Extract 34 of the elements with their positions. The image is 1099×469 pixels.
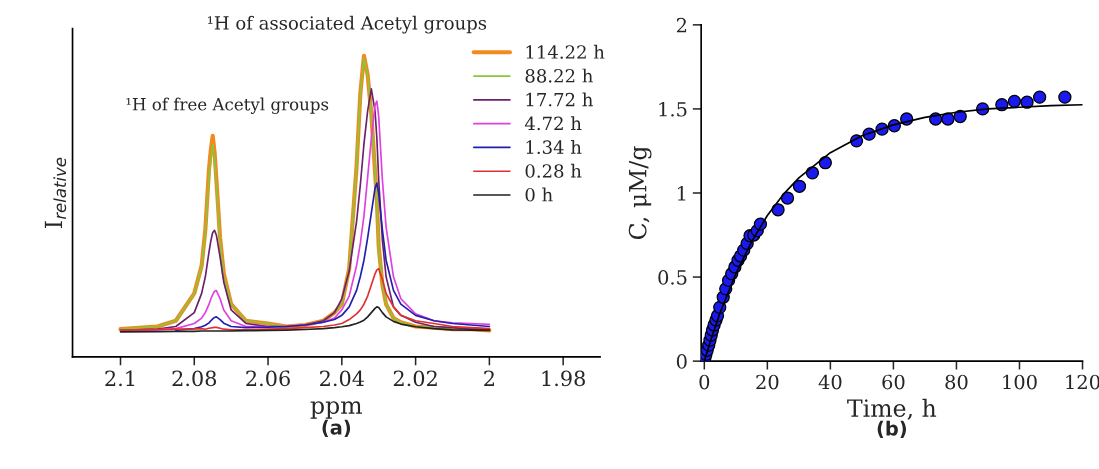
legend-label: 1.34 h — [526, 140, 582, 155]
x-tick-label: 20 — [756, 374, 779, 390]
legend-label: 4.72 h — [524, 116, 582, 131]
x-tick-label: 2.08 — [172, 370, 217, 387]
x-tick-label: 2 — [484, 370, 494, 386]
x-tick-label: 80 — [945, 374, 968, 390]
legend-label: 114.22 h — [526, 44, 605, 59]
y-tick-label: 0.5 — [658, 270, 687, 285]
x-tick-label: 2.04 — [320, 370, 364, 387]
x-tick-label: 40 — [818, 374, 842, 390]
legend-label: 0 h — [525, 187, 553, 202]
legend-label: 17.72 h — [526, 92, 593, 107]
y-tick-label: 1 — [677, 185, 686, 201]
annotation: ¹H of free Acetyl groups — [126, 97, 329, 114]
text: (a) — [322, 419, 351, 438]
y-tick-label: 1.5 — [659, 101, 687, 117]
x-tick-label: 2.06 — [246, 370, 290, 387]
x-tick-label: 60 — [882, 374, 905, 390]
text: ¹H of associated Acetyl groups — [207, 15, 487, 34]
legend-label: 0.28 h — [525, 163, 582, 178]
y-tick-label: 0 — [676, 354, 687, 369]
legend-label: 88.22 h — [525, 68, 593, 83]
x-tick-label: 0 — [699, 374, 710, 390]
x-tick-label: 2.1 — [105, 370, 135, 387]
text: (b) — [877, 420, 907, 438]
y-axis-title: I$_{relative}$ — [44, 157, 67, 228]
x-tick-label: 120 — [1066, 374, 1099, 390]
y-axis-title: C, μM/g — [628, 146, 652, 240]
x-tick-label: 1.98 — [542, 370, 585, 387]
x-tick-label: 100 — [1003, 374, 1037, 390]
x-axis-title: Time, h — [847, 398, 937, 420]
x-tick-label: 2.02 — [393, 370, 437, 387]
y-tick-label: 2 — [676, 17, 687, 33]
x-axis-title: ppm — [310, 401, 362, 419]
